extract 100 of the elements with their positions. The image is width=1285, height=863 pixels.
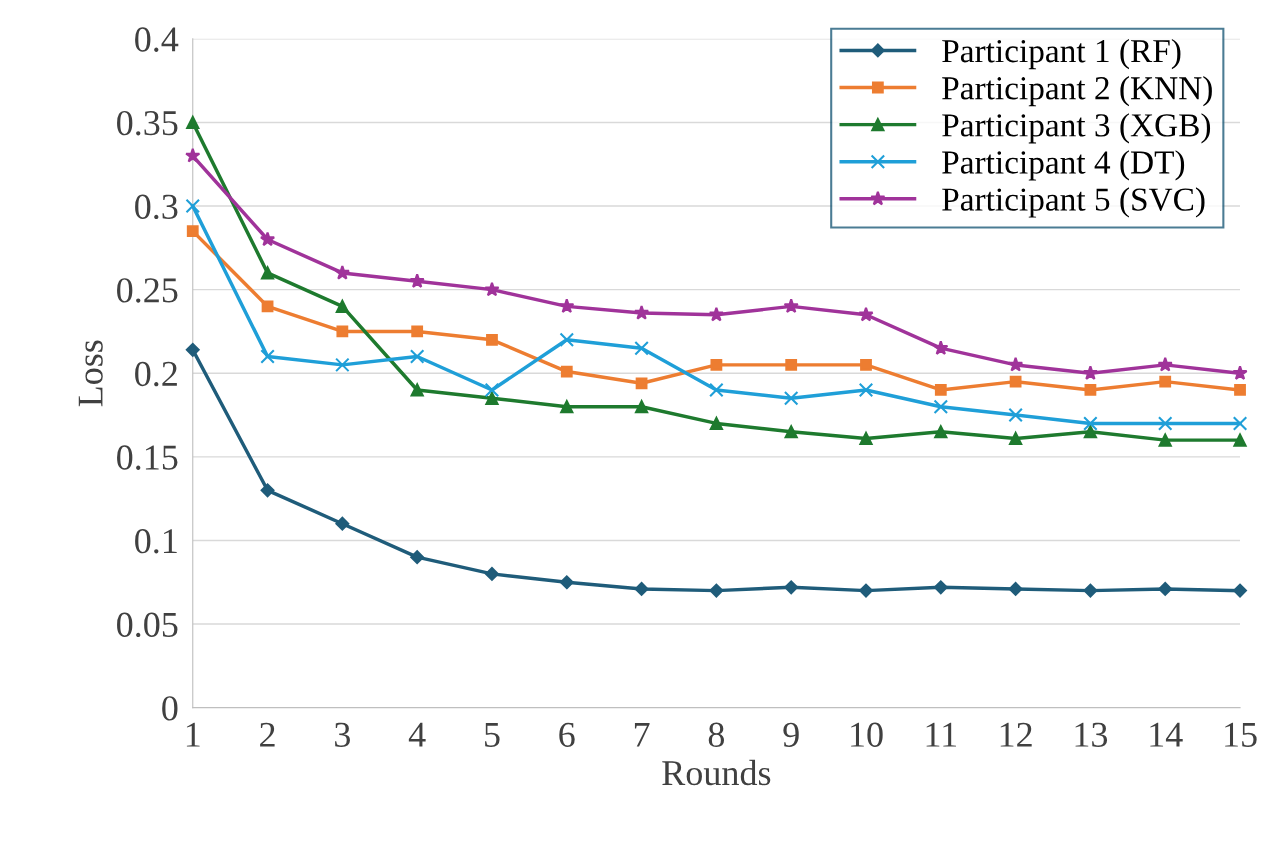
legend-label: Participant 3 (XGB) — [942, 113, 1211, 144]
point — [486, 333, 498, 346]
point — [860, 358, 872, 371]
point — [1084, 384, 1097, 396]
point — [560, 365, 573, 378]
point — [1159, 375, 1172, 388]
point — [1157, 416, 1173, 431]
point — [784, 580, 799, 595]
point — [335, 516, 350, 531]
point — [559, 332, 575, 348]
x-tick-label: 3 — [335, 722, 350, 747]
x-tick-label: 15 — [1225, 722, 1257, 747]
point — [260, 349, 275, 364]
y-tick-label: 0.25 — [117, 278, 178, 303]
point — [261, 300, 274, 313]
point — [710, 358, 723, 371]
point — [934, 384, 947, 396]
y-tick-label: 0.2 — [135, 361, 177, 387]
point — [185, 342, 200, 357]
x-tick-label: 2 — [260, 722, 275, 747]
point — [1232, 416, 1248, 431]
legend-label: Participant 2 (KNN) — [942, 76, 1212, 107]
x-axis-title: Rounds — [662, 759, 771, 786]
point — [709, 416, 723, 431]
point — [335, 357, 350, 373]
point — [1009, 431, 1023, 446]
point — [783, 391, 799, 406]
point — [411, 325, 424, 338]
point — [1083, 583, 1098, 598]
x-tick-label: 8 — [708, 722, 725, 747]
y-axis-title: Loss — [78, 340, 103, 407]
point — [1082, 365, 1099, 380]
y-tick-label: 0.3 — [135, 194, 178, 220]
point — [410, 383, 424, 397]
point — [785, 358, 798, 371]
y-tick-label: 0.15 — [117, 445, 178, 470]
point — [186, 115, 200, 130]
x-tick-label: 12 — [1000, 722, 1032, 747]
x-tick-label: 5 — [485, 722, 500, 747]
point — [1233, 433, 1247, 447]
point — [634, 400, 649, 414]
point — [1157, 356, 1173, 372]
y-tick-label: 0 — [162, 696, 178, 721]
point — [1083, 425, 1098, 439]
point — [708, 306, 725, 322]
point — [410, 550, 425, 565]
point — [633, 305, 650, 320]
point — [1158, 433, 1172, 447]
legend-label: Participant 1 (RF) — [942, 38, 1181, 70]
point — [1233, 583, 1247, 598]
point — [484, 281, 500, 297]
y-tick-label: 0.05 — [117, 612, 178, 638]
point — [933, 340, 949, 355]
point — [709, 382, 724, 398]
point — [336, 325, 349, 338]
point — [858, 306, 874, 322]
point — [634, 340, 649, 356]
point — [1083, 416, 1098, 431]
point — [934, 425, 948, 439]
x-tick-label: 7 — [634, 722, 650, 747]
point — [634, 582, 649, 596]
point — [1007, 356, 1024, 372]
y-tick-label: 0.35 — [117, 110, 178, 136]
point — [409, 273, 425, 288]
point — [559, 298, 575, 314]
x-tick-label: 13 — [1075, 722, 1108, 747]
point — [335, 299, 349, 313]
point — [1234, 384, 1246, 396]
point — [260, 266, 275, 280]
x-tick-label: 10 — [851, 722, 883, 747]
point — [559, 575, 574, 590]
point — [259, 231, 276, 247]
point — [1008, 407, 1023, 423]
x-tick-label: 9 — [783, 722, 799, 747]
x-tick-label: 1 — [186, 722, 200, 747]
y-tick-label: 0.4 — [135, 27, 179, 52]
point — [484, 382, 500, 398]
point — [859, 431, 873, 446]
point — [709, 583, 724, 598]
point — [185, 147, 201, 163]
point — [334, 264, 351, 280]
y-tick-label: 0.1 — [135, 528, 177, 554]
point — [783, 298, 799, 314]
point — [859, 583, 873, 598]
point — [409, 349, 425, 364]
point — [1232, 365, 1248, 380]
legend-label: Participant 5 (SVC) — [942, 187, 1205, 218]
point — [560, 400, 574, 414]
point — [186, 225, 199, 238]
point — [635, 377, 648, 390]
point — [784, 425, 798, 439]
x-tick-label: 11 — [926, 722, 957, 747]
point — [858, 382, 874, 398]
point — [1008, 582, 1023, 596]
point — [185, 198, 201, 214]
point — [260, 483, 275, 498]
x-tick-label: 4 — [408, 722, 426, 747]
point — [1158, 582, 1173, 596]
x-tick-label: 6 — [559, 722, 575, 747]
point — [485, 566, 499, 581]
